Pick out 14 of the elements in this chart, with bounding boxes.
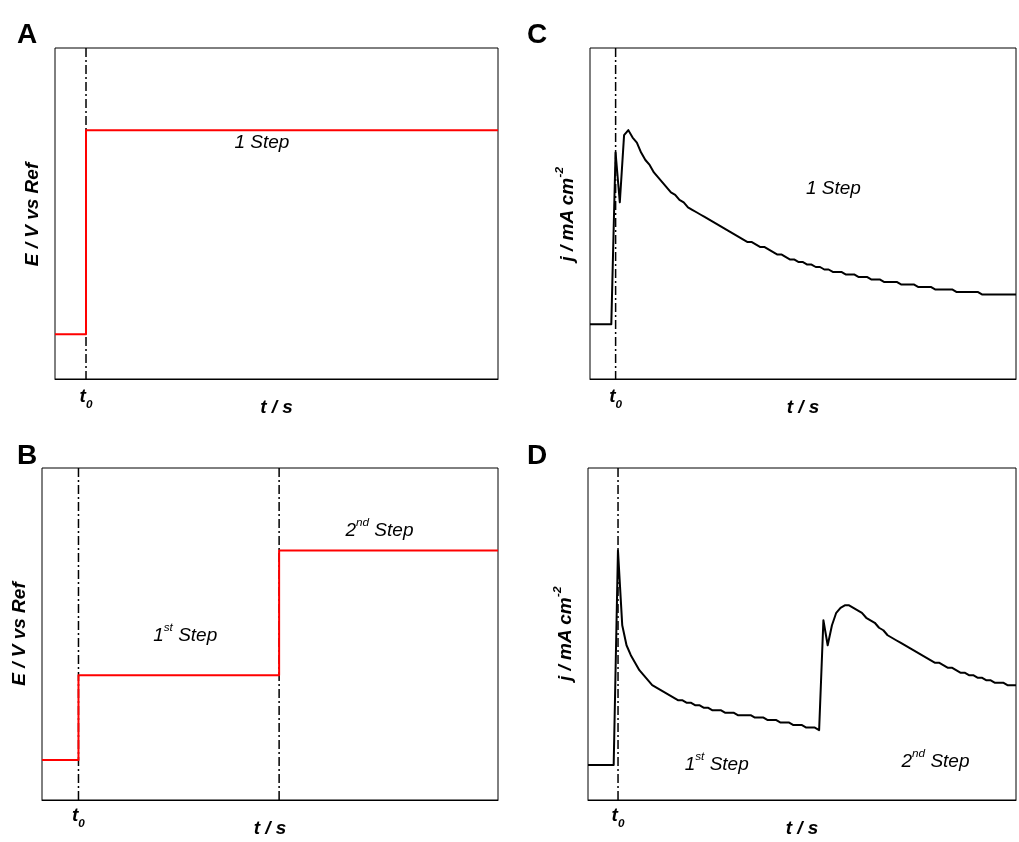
x-axis-title: t / s (785, 817, 819, 838)
chart-title: C (527, 17, 548, 49)
y-axis-title: E / V vs Ref (20, 161, 42, 267)
chart-title: D (527, 438, 548, 470)
annotation: 1 Step (234, 130, 290, 152)
chart-title: A (17, 17, 38, 49)
y-axis-title: E / V vs Ref (7, 580, 29, 686)
y-axis-title: j / mA cm-2 (552, 166, 577, 265)
x-axis-title: t / s (786, 396, 820, 417)
x-axis-title: t / s (260, 396, 293, 417)
annotation: 1 Step (805, 177, 861, 199)
y-axis-title: j / mA cm-2 (550, 586, 575, 685)
chart-title: B (17, 438, 38, 470)
x-axis-title: t / s (253, 817, 287, 838)
